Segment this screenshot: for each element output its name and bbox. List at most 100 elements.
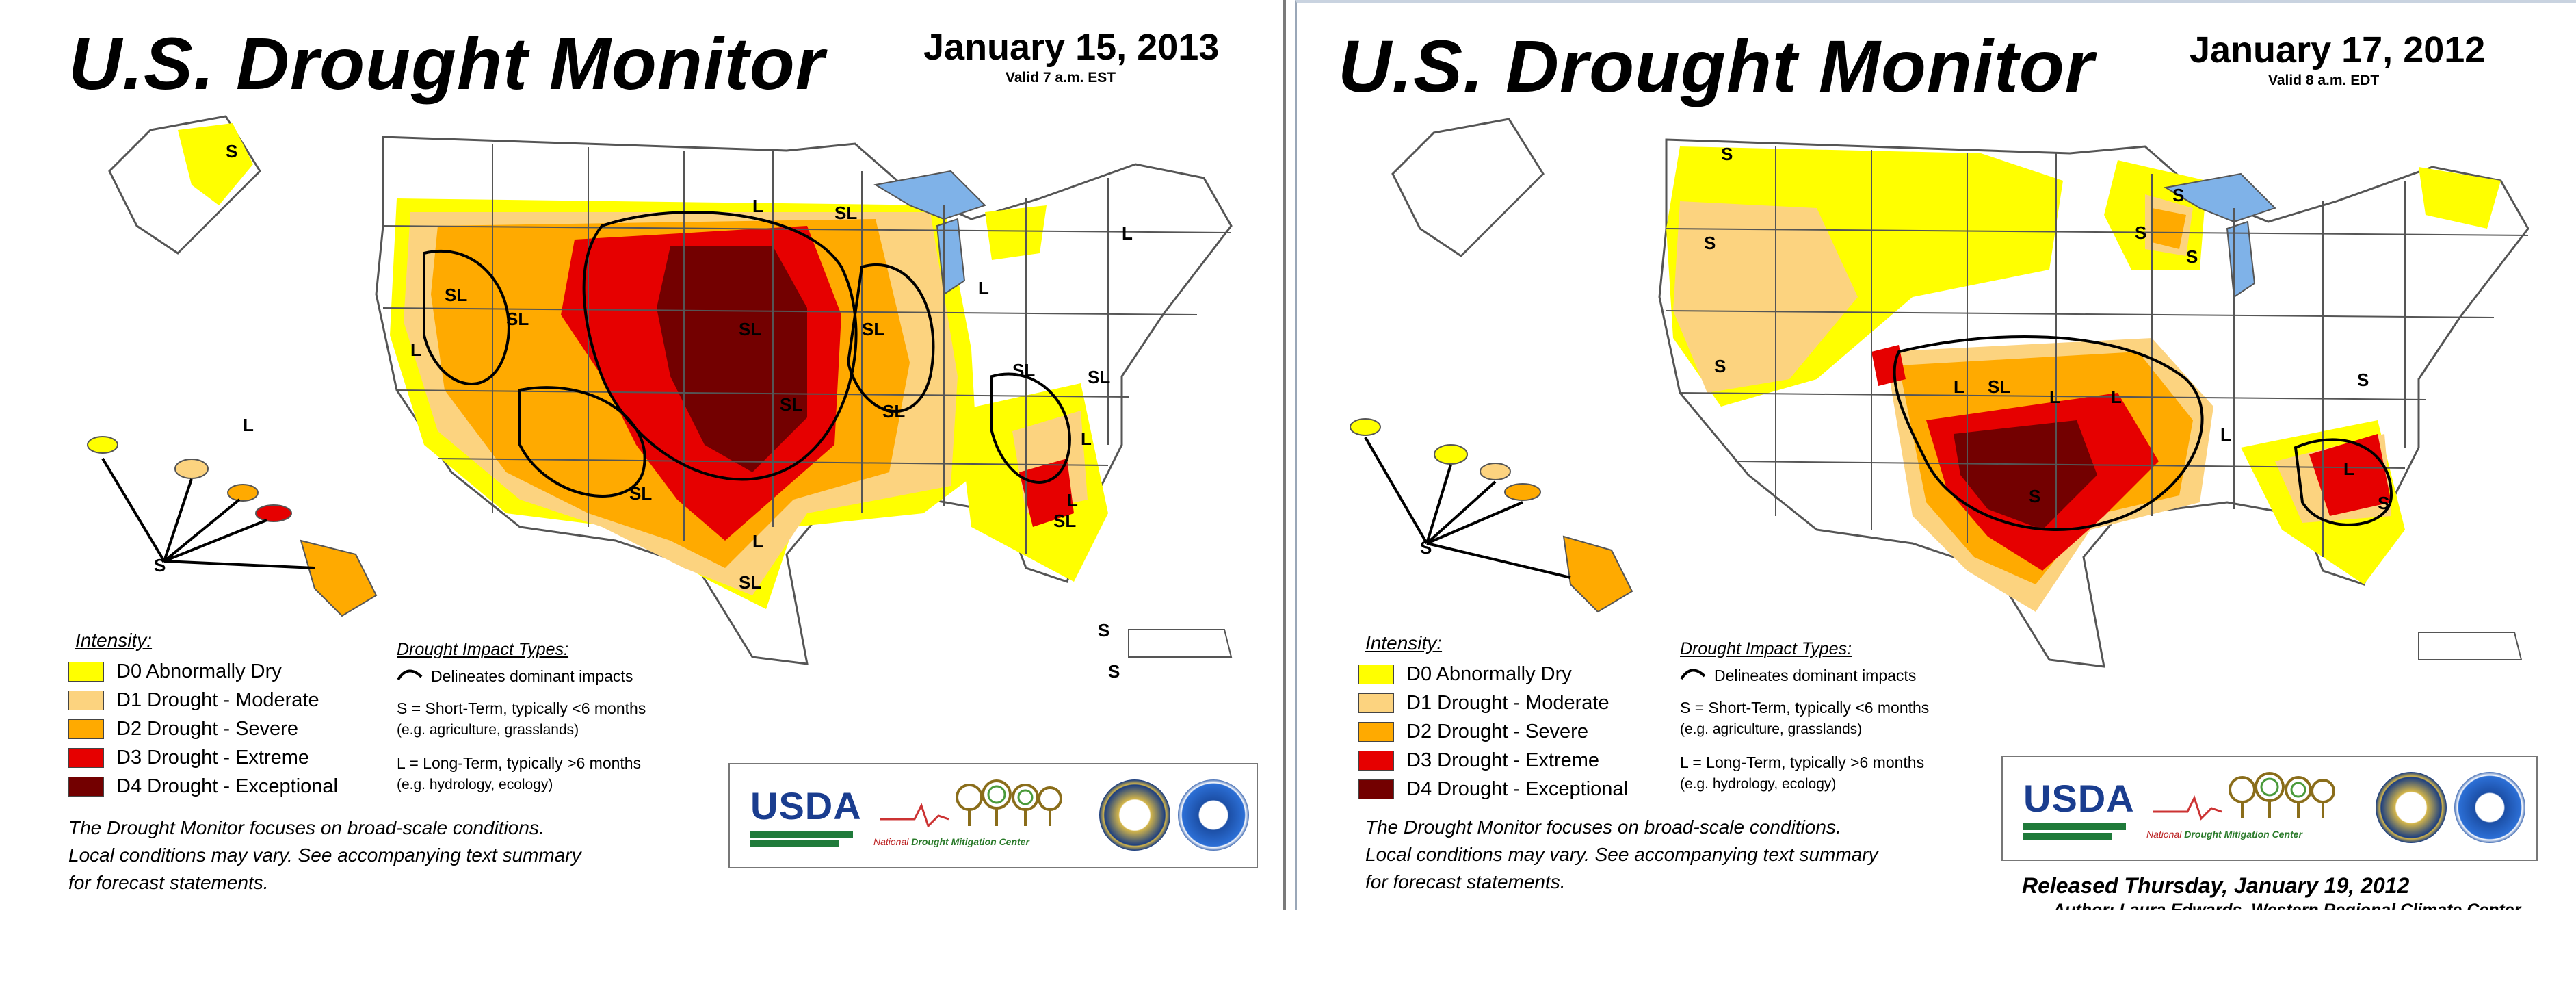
alaska-outline (1391, 118, 1545, 257)
legend-item-d2: D2 Drought - Severe (68, 714, 338, 743)
legend-label: D2 Drought - Severe (1406, 720, 1588, 743)
great-lakes (873, 170, 986, 220)
noaa-logo-icon (1178, 779, 1249, 851)
drought-map-2012: S S S S L S S SL L L S L L S S S (1350, 118, 2529, 668)
ndmc-wordmark: National Drought Mitigation Center (2146, 829, 2302, 840)
impact-label: SL (834, 203, 857, 223)
impact-label: L (978, 278, 989, 298)
valid-time: Valid 7 a.m. EST (1006, 70, 1116, 86)
state-boundaries (1666, 146, 2529, 557)
impact-label: S (2172, 185, 2184, 205)
impact-boundaries (423, 211, 1071, 498)
release-date: Released Thursday, January 19, 2012 (2022, 873, 2410, 898)
map-title: U.S. Drought Monitor (68, 22, 825, 105)
impact-label: S (2378, 493, 2389, 513)
alaska-d0-region (178, 123, 253, 205)
d0-region-northeast (2419, 167, 2501, 229)
legend-label: D1 Drought - Moderate (1406, 691, 1609, 714)
impact-label: S (1721, 144, 1733, 164)
legend-item-d0: D0 Abnormally Dry (68, 657, 338, 686)
impact-label: S (2357, 370, 2369, 390)
long-term-example: (e.g. hydrology, ecology) (1680, 776, 1837, 792)
long-term-text: L = Long-Term, typically >6 months (1680, 753, 1925, 771)
impact-label: SL (862, 319, 884, 339)
legend-item-d1: D1 Drought - Moderate (68, 686, 338, 714)
impact-label: L (2343, 459, 2354, 479)
d1-region-west (1673, 201, 1858, 393)
d3-region-georgia (1019, 459, 1074, 527)
ndmc-wordmark: National Drought Mitigation Center (873, 836, 1029, 847)
impact-label: L (1122, 223, 1133, 244)
impact-boundaries (1893, 335, 2393, 531)
d1-swatch (68, 690, 104, 710)
footnote: The Drought Monitor focuses on broad-sca… (68, 814, 739, 897)
impact-label: SL (739, 319, 761, 339)
impact-types-title: Drought Impact Types: (397, 640, 569, 659)
long-term-example: (e.g. hydrology, ecology) (397, 777, 553, 792)
impact-label: S (1420, 537, 1432, 558)
long-term-text: L = Long-Term, typically >6 months (397, 754, 642, 772)
legend-item-d3: D3 Drought - Extreme (68, 743, 338, 772)
footnote-line: Local conditions may vary. See accompany… (1365, 844, 1878, 865)
legend-item-d1: D1 Drought - Moderate (1358, 688, 1628, 717)
legend-label: D1 Drought - Moderate (116, 688, 319, 711)
legend-item-d2: D2 Drought - Severe (1358, 717, 1628, 746)
map-date: January 17, 2012 (2190, 29, 2486, 70)
impact-label: SL (739, 572, 761, 593)
legend-item-d0: D0 Abnormally Dry (1358, 660, 1628, 688)
legend-label: D3 Drought - Extreme (1406, 749, 1600, 771)
drought-map-panel-2012: U.S. Drought Monitor January 17, 2012 Va… (1295, 0, 2576, 910)
impact-label: S (154, 555, 166, 576)
impact-label: SL (1988, 376, 2010, 397)
impact-label: L (752, 196, 763, 216)
footnote-line: The Drought Monitor focuses on broad-sca… (68, 817, 544, 838)
map-title: U.S. Drought Monitor (1338, 25, 2094, 107)
short-term-example: (e.g. agriculture, grasslands) (397, 722, 579, 738)
impact-type-labels: S SL L L SL SL SL SL SL SL SL SL L L L S… (154, 141, 1133, 682)
legend-label: D0 Abnormally Dry (1406, 662, 1572, 685)
tree-icon (2153, 772, 2335, 821)
legend-item-d4: D4 Drought - Exceptional (68, 772, 338, 801)
d4-swatch (1358, 779, 1394, 799)
partner-logos: USDA National Drought Mitigation Center (2001, 756, 2538, 861)
impact-label: SL (882, 401, 905, 422)
usda-logo: USDA (750, 784, 862, 847)
d4-region (657, 246, 807, 472)
impact-label: L (410, 339, 421, 360)
ndmc-logo: National Drought Mitigation Center (873, 778, 1072, 853)
legend-label: D4 Drought - Exceptional (116, 775, 338, 797)
footnote-line: The Drought Monitor focuses on broad-sca… (1365, 816, 1841, 838)
impact-label: L (2111, 387, 2122, 407)
tree-icon (880, 779, 1062, 828)
impact-type-labels: S S S S L S S SL L L S L L S S S (1420, 144, 2389, 558)
d3-swatch (1358, 750, 1394, 771)
drought-map-2013: S SL L L SL SL SL SL SL SL SL SL L L L S… (87, 115, 1233, 682)
impact-label: L (1081, 428, 1092, 449)
intensity-legend: D0 Abnormally Dry D1 Drought - Moderate … (1358, 660, 1628, 803)
d4-region (1954, 420, 2097, 530)
footnote-line: Local conditions may vary. See accompany… (68, 844, 581, 866)
intensity-title: Intensity: (1365, 632, 1443, 654)
impact-label: L (2220, 424, 2231, 445)
drought-map-panel-2013: U.S. Drought Monitor January 15, 2013 Va… (0, 0, 1286, 910)
impact-label: L (1067, 490, 1078, 511)
impact-line-text: Delineates dominant impacts (1714, 667, 1917, 684)
intensity-title: Intensity: (75, 630, 153, 651)
impact-types-title: Drought Impact Types: (1680, 639, 1852, 658)
hawaii-islands (1350, 418, 1633, 613)
short-term-text: S = Short-Term, typically <6 months (397, 699, 646, 717)
short-term-example: (e.g. agriculture, grasslands) (1680, 721, 1863, 737)
impact-label: L (752, 531, 763, 552)
great-lakes (2164, 172, 2276, 223)
hawaii-islands (87, 436, 378, 617)
impact-label: L (2049, 387, 2060, 407)
valid-time: Valid 8 a.m. EDT (2268, 73, 2380, 88)
d0-swatch (1358, 664, 1394, 684)
usda-wordmark: USDA (750, 784, 862, 827)
d3-region-georgia (2309, 434, 2391, 516)
impact-label: L (1954, 376, 1964, 397)
impact-label: SL (1012, 360, 1035, 381)
partner-logos: USDA National Drought Mitigation Center (728, 763, 1258, 868)
ndmc-logo: National Drought Mitigation Center (2146, 771, 2345, 846)
legend-label: D0 Abnormally Dry (116, 660, 282, 682)
